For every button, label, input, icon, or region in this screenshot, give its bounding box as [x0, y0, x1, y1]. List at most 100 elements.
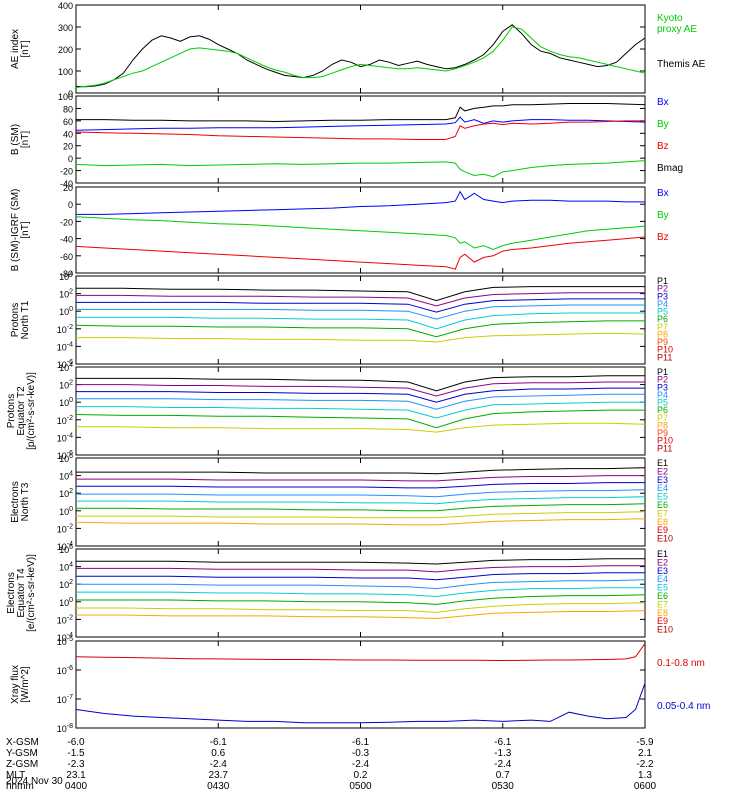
series-line-0-05-0-4-nm — [75, 683, 646, 724]
legend-label: E5 — [657, 492, 668, 502]
series-line-p3 — [76, 387, 645, 403]
legend-label: Bmag — [657, 163, 683, 174]
y-axis-label: B (SM)-IGRF (SM) — [10, 189, 21, 272]
time-tick-label: 0500 — [349, 781, 372, 792]
series-line-kyoto-proxy-ae — [75, 26, 646, 88]
legend-label: P8 — [657, 329, 668, 339]
series-line-e6 — [76, 503, 646, 512]
ephemeris-row-label: Y-GSM — [6, 748, 38, 759]
y-tick-label: 200 — [58, 45, 73, 55]
y-tick-label: 20 — [63, 183, 73, 193]
y-axis-label: B (SM) — [10, 124, 21, 155]
y-axis-label: [p/(cm²-s-sr-keV)] — [26, 372, 37, 450]
y-axis-label: [nT] — [20, 131, 31, 148]
y-tick-label: 102 — [59, 289, 73, 300]
series-line-0-1-0-8-nm — [75, 643, 646, 662]
series-line-bx — [75, 116, 646, 131]
legend-label: Bz — [657, 232, 669, 243]
legend-label: P7 — [657, 413, 668, 423]
panel-frame-6 — [75, 457, 646, 547]
series-line-p4 — [76, 304, 645, 320]
ephemeris-value: 0.7 — [496, 770, 510, 781]
y-tick-label: 10-8 — [57, 723, 73, 734]
ephemeris-row-label: MLT — [6, 770, 25, 781]
y-tick-label: 10-6 — [57, 450, 73, 461]
series-line-p4 — [76, 393, 645, 410]
ephemeris-value: -0.3 — [352, 748, 370, 759]
series-line-p7 — [76, 422, 646, 433]
y-tick-label: -60 — [60, 252, 73, 262]
y-axis-label: Equator T4 — [16, 568, 27, 618]
legend-label: P1 — [657, 276, 668, 286]
ephemeris-value: 23.1 — [66, 770, 86, 781]
series-line-e3 — [76, 572, 645, 581]
ephemeris-value: 23.7 — [209, 770, 229, 781]
y-tick-label: 400 — [58, 1, 73, 11]
ephemeris-value: 1.3 — [638, 770, 652, 781]
legend-label: P11 — [657, 443, 672, 453]
legend-label: P11 — [657, 352, 672, 362]
legend-label: E2 — [657, 557, 668, 567]
ephemeris-value: -6.1 — [352, 737, 370, 748]
series-line-e5 — [76, 496, 646, 505]
legend-label: P10 — [657, 345, 673, 355]
series-line-e4 — [76, 579, 646, 590]
legend-label: proxy AE — [657, 24, 697, 35]
y-tick-label: 104 — [59, 362, 73, 373]
legend-label: By — [657, 210, 669, 221]
ephemeris-value: -5.9 — [636, 737, 654, 748]
y-tick-label: 100 — [58, 67, 73, 77]
y-tick-label: 40 — [63, 129, 73, 139]
y-tick-label: 80 — [63, 104, 73, 114]
series-line-e7 — [76, 602, 646, 613]
legend-label: P2 — [657, 284, 668, 294]
legend-label: P10 — [657, 436, 673, 446]
y-tick-label: -20 — [60, 217, 73, 227]
legend-label: P9 — [657, 428, 668, 438]
legend-label: P5 — [657, 398, 668, 408]
legend-label: 0.05-0.4 nm — [657, 701, 710, 712]
legend-label: P7 — [657, 322, 668, 332]
series-line-bx — [76, 190, 645, 215]
legend-label: Bx — [657, 188, 669, 199]
legend-label: E7 — [657, 508, 668, 518]
legend-label: E9 — [657, 525, 668, 535]
ephemeris-value: -1.5 — [67, 748, 85, 759]
y-tick-label: -40 — [60, 179, 73, 189]
y-axis-label: [nT] — [20, 221, 31, 238]
y-tick-label: 10-7 — [57, 694, 73, 705]
ephemeris-value: -2.4 — [494, 759, 512, 770]
legend-label: P9 — [657, 337, 668, 347]
ephemeris-value: -6.1 — [494, 737, 512, 748]
series-line-p7 — [76, 332, 646, 343]
legend-label: E4 — [657, 574, 668, 584]
series-line-e1 — [76, 558, 645, 565]
y-tick-label: 10-5 — [57, 636, 73, 647]
series-line-p6 — [75, 320, 645, 338]
legend-label: E2 — [657, 466, 668, 476]
series-line-p6 — [75, 409, 645, 429]
y-tick-label: 100 — [59, 397, 73, 408]
y-tick-label: -80 — [60, 269, 73, 279]
y-tick-label: 100 — [59, 306, 73, 317]
y-tick-label: 106 — [59, 453, 73, 464]
legend-label: P6 — [657, 405, 668, 415]
y-tick-label: 20 — [63, 142, 73, 152]
y-tick-label: 104 — [59, 471, 73, 482]
ephemeris-value: -2.2 — [636, 759, 654, 770]
legend-label: E7 — [657, 599, 668, 609]
y-tick-label: 10-2 — [57, 324, 73, 335]
series-line-e3 — [76, 482, 645, 489]
ephemeris-value: -2.4 — [210, 759, 228, 770]
series-line-e1 — [76, 467, 646, 475]
y-axis-label: North T3 — [20, 482, 31, 521]
ephemeris-row-label: Z-GSM — [6, 759, 38, 770]
legend-label: P6 — [657, 314, 668, 324]
legend-label: E8 — [657, 517, 668, 527]
series-line-p5 — [76, 401, 645, 419]
y-axis-label: Equator T2 — [16, 386, 27, 436]
y-tick-label: 106 — [59, 544, 73, 555]
legend-label: Kyoto — [657, 13, 683, 24]
legend-label: E10 — [657, 625, 673, 635]
